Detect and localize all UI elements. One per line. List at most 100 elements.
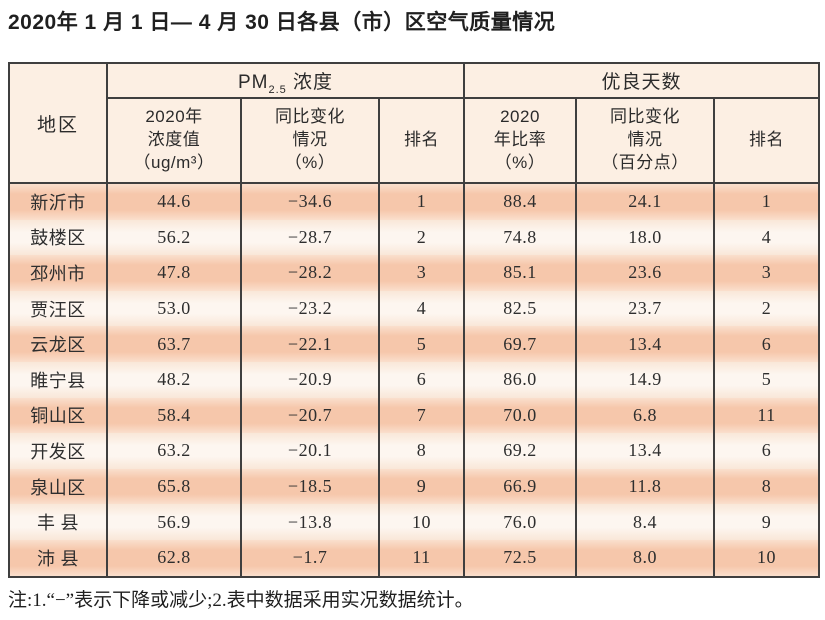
cell-pm25-change: −18.5 [240, 468, 380, 505]
cell-pm25-value: 56.2 [106, 219, 242, 256]
header-sub-row: 2020年 浓度值 （ug/m³） 同比变化 情况 （%） 排名 2020 年比… [9, 97, 821, 184]
header-good-change: 同比变化 情况 （百分点） [575, 97, 715, 184]
cell-pm25-rank: 11 [378, 539, 465, 577]
cell-pm25-value: 63.2 [106, 433, 242, 469]
cell-good-rank: 8 [712, 468, 821, 505]
header-group-good-days: 优良天数 [462, 62, 821, 99]
cell-pm25-value: 65.8 [106, 468, 242, 505]
cell-pm25-value: 47.8 [106, 255, 242, 291]
cell-good-rate: 76.0 [463, 504, 577, 540]
cell-pm25-rank: 9 [378, 468, 465, 505]
cell-good-change: 14.9 [575, 361, 715, 398]
cell-pm25-value: 62.8 [106, 539, 242, 577]
cell-pm25-value: 58.4 [106, 397, 242, 434]
cell-region: 邳州市 [8, 255, 108, 291]
pm25-label-prefix: PM [237, 72, 269, 93]
cell-pm25-change: −13.8 [240, 504, 380, 540]
cell-good-rank: 2 [712, 290, 821, 327]
cell-region: 泉山区 [8, 468, 108, 505]
cell-good-rate: 82.5 [463, 290, 577, 327]
header-group-pm25: PM2.5 浓度 [106, 62, 465, 99]
cell-good-rank: 6 [712, 326, 821, 362]
cell-pm25-rank: 4 [378, 290, 465, 327]
cell-good-rank: 11 [712, 397, 821, 434]
cell-pm25-change: −23.2 [240, 290, 380, 327]
cell-good-rate: 88.4 [463, 183, 577, 220]
cell-pm25-change: −34.6 [240, 183, 380, 220]
pm25-label-subscript: 2.5 [268, 83, 287, 96]
header-pm25-rank: 排名 [378, 97, 465, 184]
cell-pm25-rank: 1 [378, 183, 465, 220]
table-body: 新沂市 44.6 −34.6 1 88.4 24.1 1 鼓楼区 56.2 −28.7 2 74.8 1… [8, 183, 821, 577]
cell-pm25-change: −20.7 [240, 397, 380, 434]
table-row: 鼓楼区 56.2 −28.7 2 74.8 18.0 4 [8, 219, 821, 256]
cell-pm25-value: 48.2 [106, 361, 242, 398]
cell-good-rank: 1 [712, 183, 821, 220]
cell-pm25-rank: 3 [378, 255, 465, 291]
cell-good-change: 23.6 [575, 255, 715, 291]
table-header: 地区 PM2.5 浓度 优良天数 2020年 浓度值 （ug/m³） 同比变化 … [8, 62, 821, 184]
cell-pm25-rank: 8 [378, 433, 465, 469]
pm25-label-suffix: 浓度 [286, 72, 334, 93]
table-row: 泉山区 65.8 −18.5 9 66.9 11.8 8 [8, 468, 821, 505]
cell-region: 新沂市 [8, 183, 108, 220]
header-region: 地区 [8, 62, 108, 184]
table-row: 铜山区 58.4 −20.7 7 70.0 6.8 11 [8, 397, 821, 434]
cell-good-change: 24.1 [575, 183, 715, 220]
cell-region: 鼓楼区 [8, 219, 108, 256]
header-group-row: 地区 PM2.5 浓度 优良天数 [8, 62, 821, 184]
cell-pm25-change: −20.9 [240, 361, 380, 398]
cell-region: 云龙区 [8, 326, 108, 362]
cell-pm25-rank: 10 [378, 504, 465, 540]
cell-good-rate: 72.5 [463, 539, 577, 577]
cell-pm25-value: 56.9 [106, 504, 242, 540]
page-title: 2020年 1 月 1 日— 4 月 30 日各县（市）区空气质量情况 [8, 11, 556, 34]
cell-good-rank: 6 [712, 433, 821, 469]
cell-good-change: 8.4 [575, 504, 715, 540]
cell-good-change: 18.0 [575, 219, 715, 256]
cell-pm25-change: −20.1 [240, 433, 380, 469]
cell-good-change: 11.8 [575, 468, 715, 505]
header-pm25-value: 2020年 浓度值 （ug/m³） [106, 97, 242, 184]
cell-pm25-change: −28.7 [240, 219, 380, 256]
table-row: 邳州市 47.8 −28.2 3 85.1 23.6 3 [8, 255, 821, 291]
cell-good-rate: 86.0 [463, 361, 577, 398]
cell-pm25-change: −22.1 [240, 326, 380, 362]
cell-good-rate: 66.9 [463, 468, 577, 505]
cell-good-change: 13.4 [575, 433, 715, 469]
header-good-rank: 排名 [712, 97, 821, 184]
cell-region: 铜山区 [8, 397, 108, 434]
cell-good-rate: 70.0 [463, 397, 577, 434]
footnote: 注:1.“−”表示下降或减少;2.表中数据采用实况数据统计。 [8, 590, 474, 611]
cell-pm25-rank: 2 [378, 219, 465, 256]
table-row: 开发区 63.2 −20.1 8 69.2 13.4 6 [8, 433, 821, 469]
cell-region: 睢宁县 [8, 361, 108, 398]
cell-region: 沛 县 [8, 539, 108, 577]
cell-good-change: 8.0 [575, 539, 715, 577]
cell-pm25-value: 53.0 [106, 290, 242, 327]
cell-pm25-value: 44.6 [106, 183, 242, 220]
cell-good-rank: 3 [712, 255, 821, 291]
table-row: 睢宁县 48.2 −20.9 6 86.0 14.9 5 [8, 361, 821, 398]
cell-pm25-rank: 7 [378, 397, 465, 434]
cell-good-change: 13.4 [575, 326, 715, 362]
cell-good-rate: 69.2 [463, 433, 577, 469]
cell-good-rank: 4 [712, 219, 821, 256]
header-good-rate: 2020 年比率 （%） [463, 97, 577, 184]
cell-good-rate: 74.8 [463, 219, 577, 256]
cell-region: 丰 县 [8, 504, 108, 540]
cell-pm25-rank: 6 [378, 361, 465, 398]
air-quality-table: 地区 PM2.5 浓度 优良天数 2020年 浓度值 （ug/m³） 同比变化 … [8, 62, 821, 578]
cell-pm25-change: −1.7 [240, 539, 380, 577]
cell-good-rate: 69.7 [463, 326, 577, 362]
table-row: 丰 县 56.9 −13.8 10 76.0 8.4 9 [8, 504, 821, 540]
cell-pm25-change: −28.2 [240, 255, 380, 291]
table-row: 贾汪区 53.0 −23.2 4 82.5 23.7 2 [8, 290, 821, 327]
cell-region: 开发区 [8, 433, 108, 469]
cell-pm25-rank: 5 [378, 326, 465, 362]
cell-good-change: 23.7 [575, 290, 715, 327]
table-row: 沛 县 62.8 −1.7 11 72.5 8.0 10 [8, 539, 821, 577]
cell-pm25-value: 63.7 [106, 326, 242, 362]
table-row: 云龙区 63.7 −22.1 5 69.7 13.4 6 [8, 326, 821, 362]
